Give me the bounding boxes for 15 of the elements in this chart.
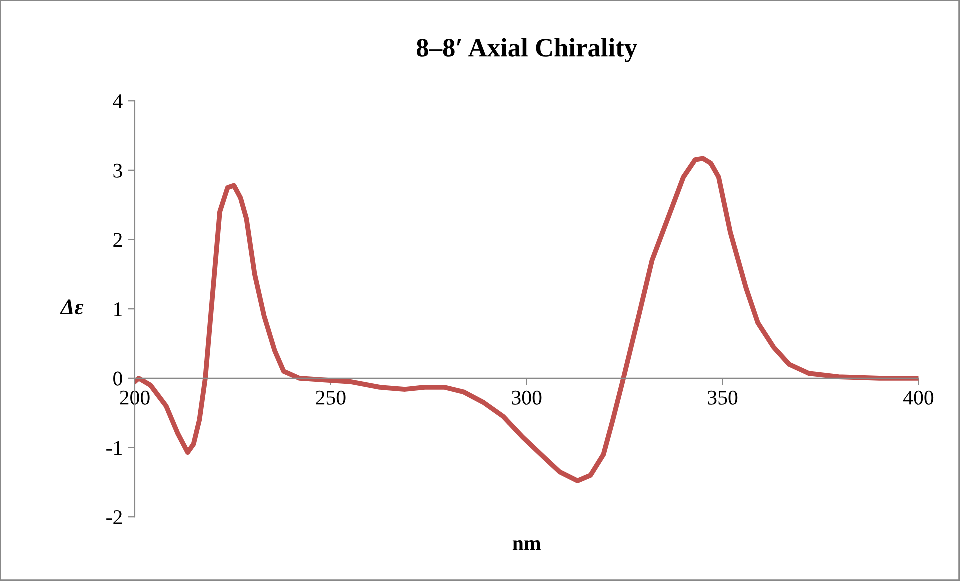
x-axis-title: nm	[512, 540, 541, 550]
y-tick-label: -2	[106, 510, 122, 524]
y-tick-label: -1	[106, 441, 122, 455]
x-tick-label: 250	[316, 390, 346, 405]
x-tick-label: 350	[708, 390, 738, 405]
y-tick-label: 1	[114, 302, 122, 316]
y-tick-label: 4	[113, 94, 123, 108]
y-tick-label: 3	[114, 164, 122, 178]
y-tick-label: 0	[114, 372, 122, 386]
y-axis-title: Δε	[60, 300, 84, 315]
chart-title: 8–8′ Axial Chirality	[416, 38, 638, 62]
x-tick-label: 300	[512, 390, 542, 405]
x-tick-label: 200	[120, 390, 150, 405]
y-tick-label: 2	[114, 233, 122, 247]
x-tick-label: 400	[904, 390, 934, 405]
